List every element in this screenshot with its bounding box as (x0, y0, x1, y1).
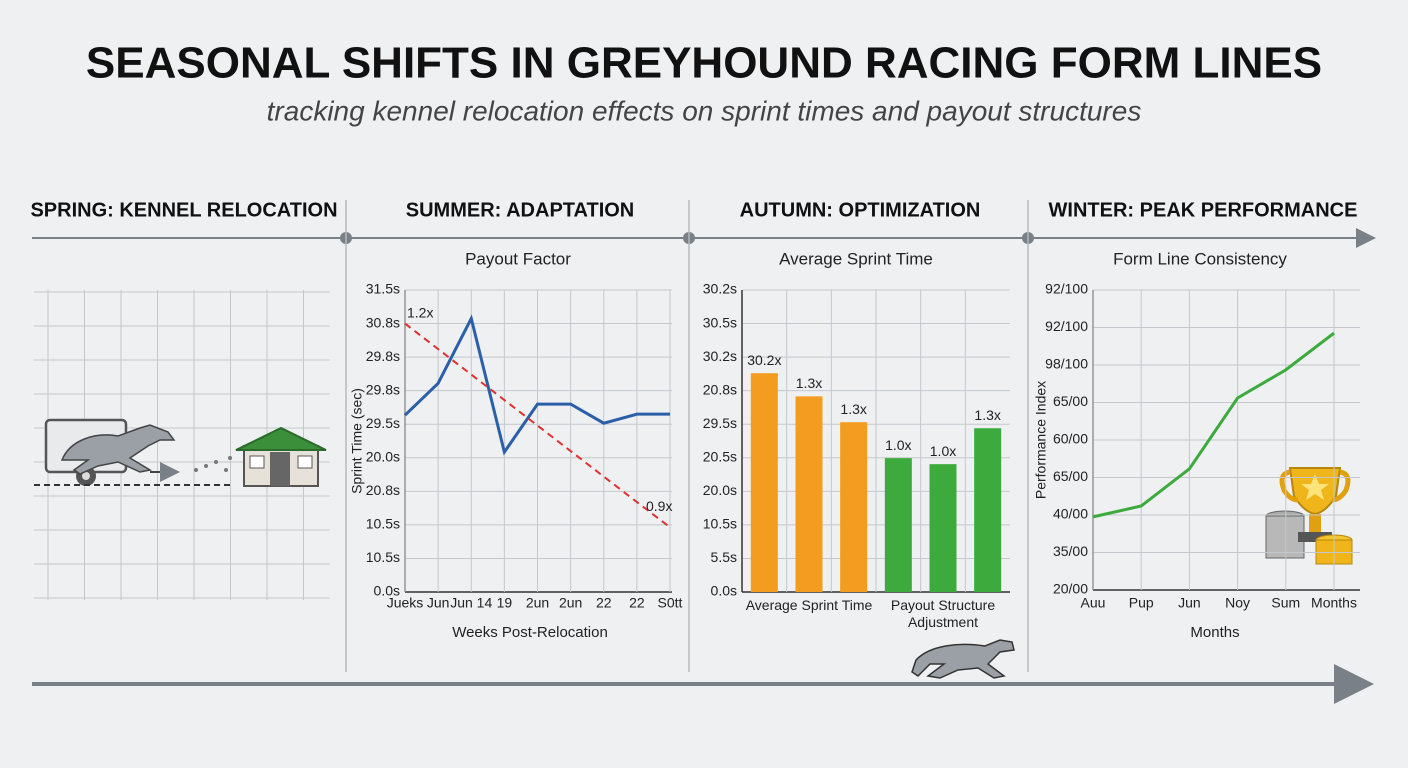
x-tick-label: Months (1311, 595, 1357, 611)
x-tick-label: 22 (596, 595, 612, 611)
y-tick-label: 29.8s (366, 381, 400, 397)
bar (750, 373, 778, 592)
bar-annotation: 1.3x (840, 401, 866, 417)
annotation: 1.2x (407, 304, 433, 320)
bar (884, 458, 912, 592)
x-tick-label: Jun (427, 595, 450, 611)
line-series (403, 314, 670, 456)
section-header: AUTUMN: OPTIMIZATION (740, 199, 981, 221)
y-tick-label: 30.5s (703, 314, 737, 330)
y-tick-label: 10.5s (366, 549, 400, 565)
bar (929, 464, 957, 592)
x-tick-label: Jun 14 (450, 595, 492, 611)
y-tick-label: 29.8s (366, 348, 400, 364)
y-tick-label: 20.0s (703, 482, 737, 498)
bar (974, 428, 1002, 592)
y-tick-label: 20.8s (703, 381, 737, 397)
bar (795, 396, 823, 592)
y-tick-label: 35/00 (1053, 543, 1088, 559)
bar-annotation: 30.2x (747, 352, 781, 368)
y-tick-label: 10.5s (703, 516, 737, 532)
x-tick-label: 19 (497, 595, 513, 611)
y-tick-label: 20.8s (366, 482, 400, 498)
trophy-icon (1265, 467, 1353, 565)
x-tick-label: Average Sprint Time (745, 597, 873, 613)
y-tick-label: 40/00 (1053, 506, 1088, 522)
y-tick-label: 29.5s (703, 415, 737, 431)
y-tick-label: 92/100 (1045, 318, 1088, 334)
bar-annotation: 1.0x (930, 443, 956, 459)
x-tick-label: S0tt (658, 595, 683, 611)
line-series (404, 322, 671, 529)
x-tick-label: Sum (1271, 595, 1300, 611)
x-tick-label: Jueks (387, 595, 424, 611)
y-tick-label: 30.8s (366, 314, 400, 330)
y-tick-label: 92/100 (1045, 281, 1088, 297)
y-axis-label: Performance Index (1033, 381, 1049, 499)
section-header: WINTER: PEAK PERFORMANCE (1049, 199, 1358, 221)
y-tick-label: 31.5s (366, 281, 400, 297)
x-tick-label: Payout Structure Adjustment (890, 597, 996, 630)
y-tick-label: 65/00 (1053, 468, 1088, 484)
y-tick-label: 30.2s (703, 281, 737, 297)
x-tick-label: 2un (526, 595, 549, 611)
y-tick-label: 98/100 (1045, 356, 1088, 372)
x-tick-label: Auu (1081, 595, 1106, 611)
relocation-scene (34, 418, 327, 487)
chart-title: Average Sprint Time (779, 249, 933, 268)
title: SEASONAL SHIFTS IN GREYHOUND RACING FORM… (86, 39, 1322, 88)
y-tick-label: 60/00 (1053, 431, 1088, 447)
bar-annotation: 1.3x (796, 375, 822, 391)
chart-title: Form Line Consistency (1113, 249, 1287, 268)
x-tick-label: Noy (1225, 595, 1250, 611)
y-tick-label: 5.5s (711, 549, 737, 565)
y-tick-label: 0.0s (711, 583, 737, 599)
y-axis-label: Sprint Time (sec) (349, 388, 365, 494)
bar-annotation: 1.3x (974, 407, 1000, 423)
annotation: 0.9x (646, 498, 672, 514)
section-header: SPRING: KENNEL RELOCATION (30, 199, 337, 221)
x-axis-label: Weeks Post-Relocation (452, 624, 608, 641)
section-header: SUMMER: ADAPTATION (406, 199, 635, 221)
y-tick-label: 29.5s (366, 415, 400, 431)
y-tick-label: 30.2s (703, 348, 737, 364)
y-tick-label: 0.0s (374, 583, 400, 599)
y-tick-label: 20/00 (1053, 581, 1088, 597)
x-tick-label: 2un (559, 595, 582, 611)
y-tick-label: 20.5s (703, 448, 737, 464)
line-series (1092, 331, 1335, 519)
subtitle: tracking kennel relocation effects on sp… (267, 95, 1142, 126)
bar (840, 422, 868, 592)
x-tick-label: Jun (1178, 595, 1201, 611)
y-tick-label: 20.0s (366, 448, 400, 464)
x-tick-label: Pup (1129, 595, 1154, 611)
separators (345, 200, 1029, 672)
y-tick-label: 65/00 (1053, 393, 1088, 409)
bar-annotation: 1.0x (885, 437, 911, 453)
x-tick-label: 22 (629, 595, 645, 611)
chart-title: Payout Factor (465, 249, 571, 268)
x-axis-label: Months (1190, 624, 1239, 641)
greyhound-icon (911, 639, 1015, 679)
y-tick-label: 10.5s (366, 516, 400, 532)
